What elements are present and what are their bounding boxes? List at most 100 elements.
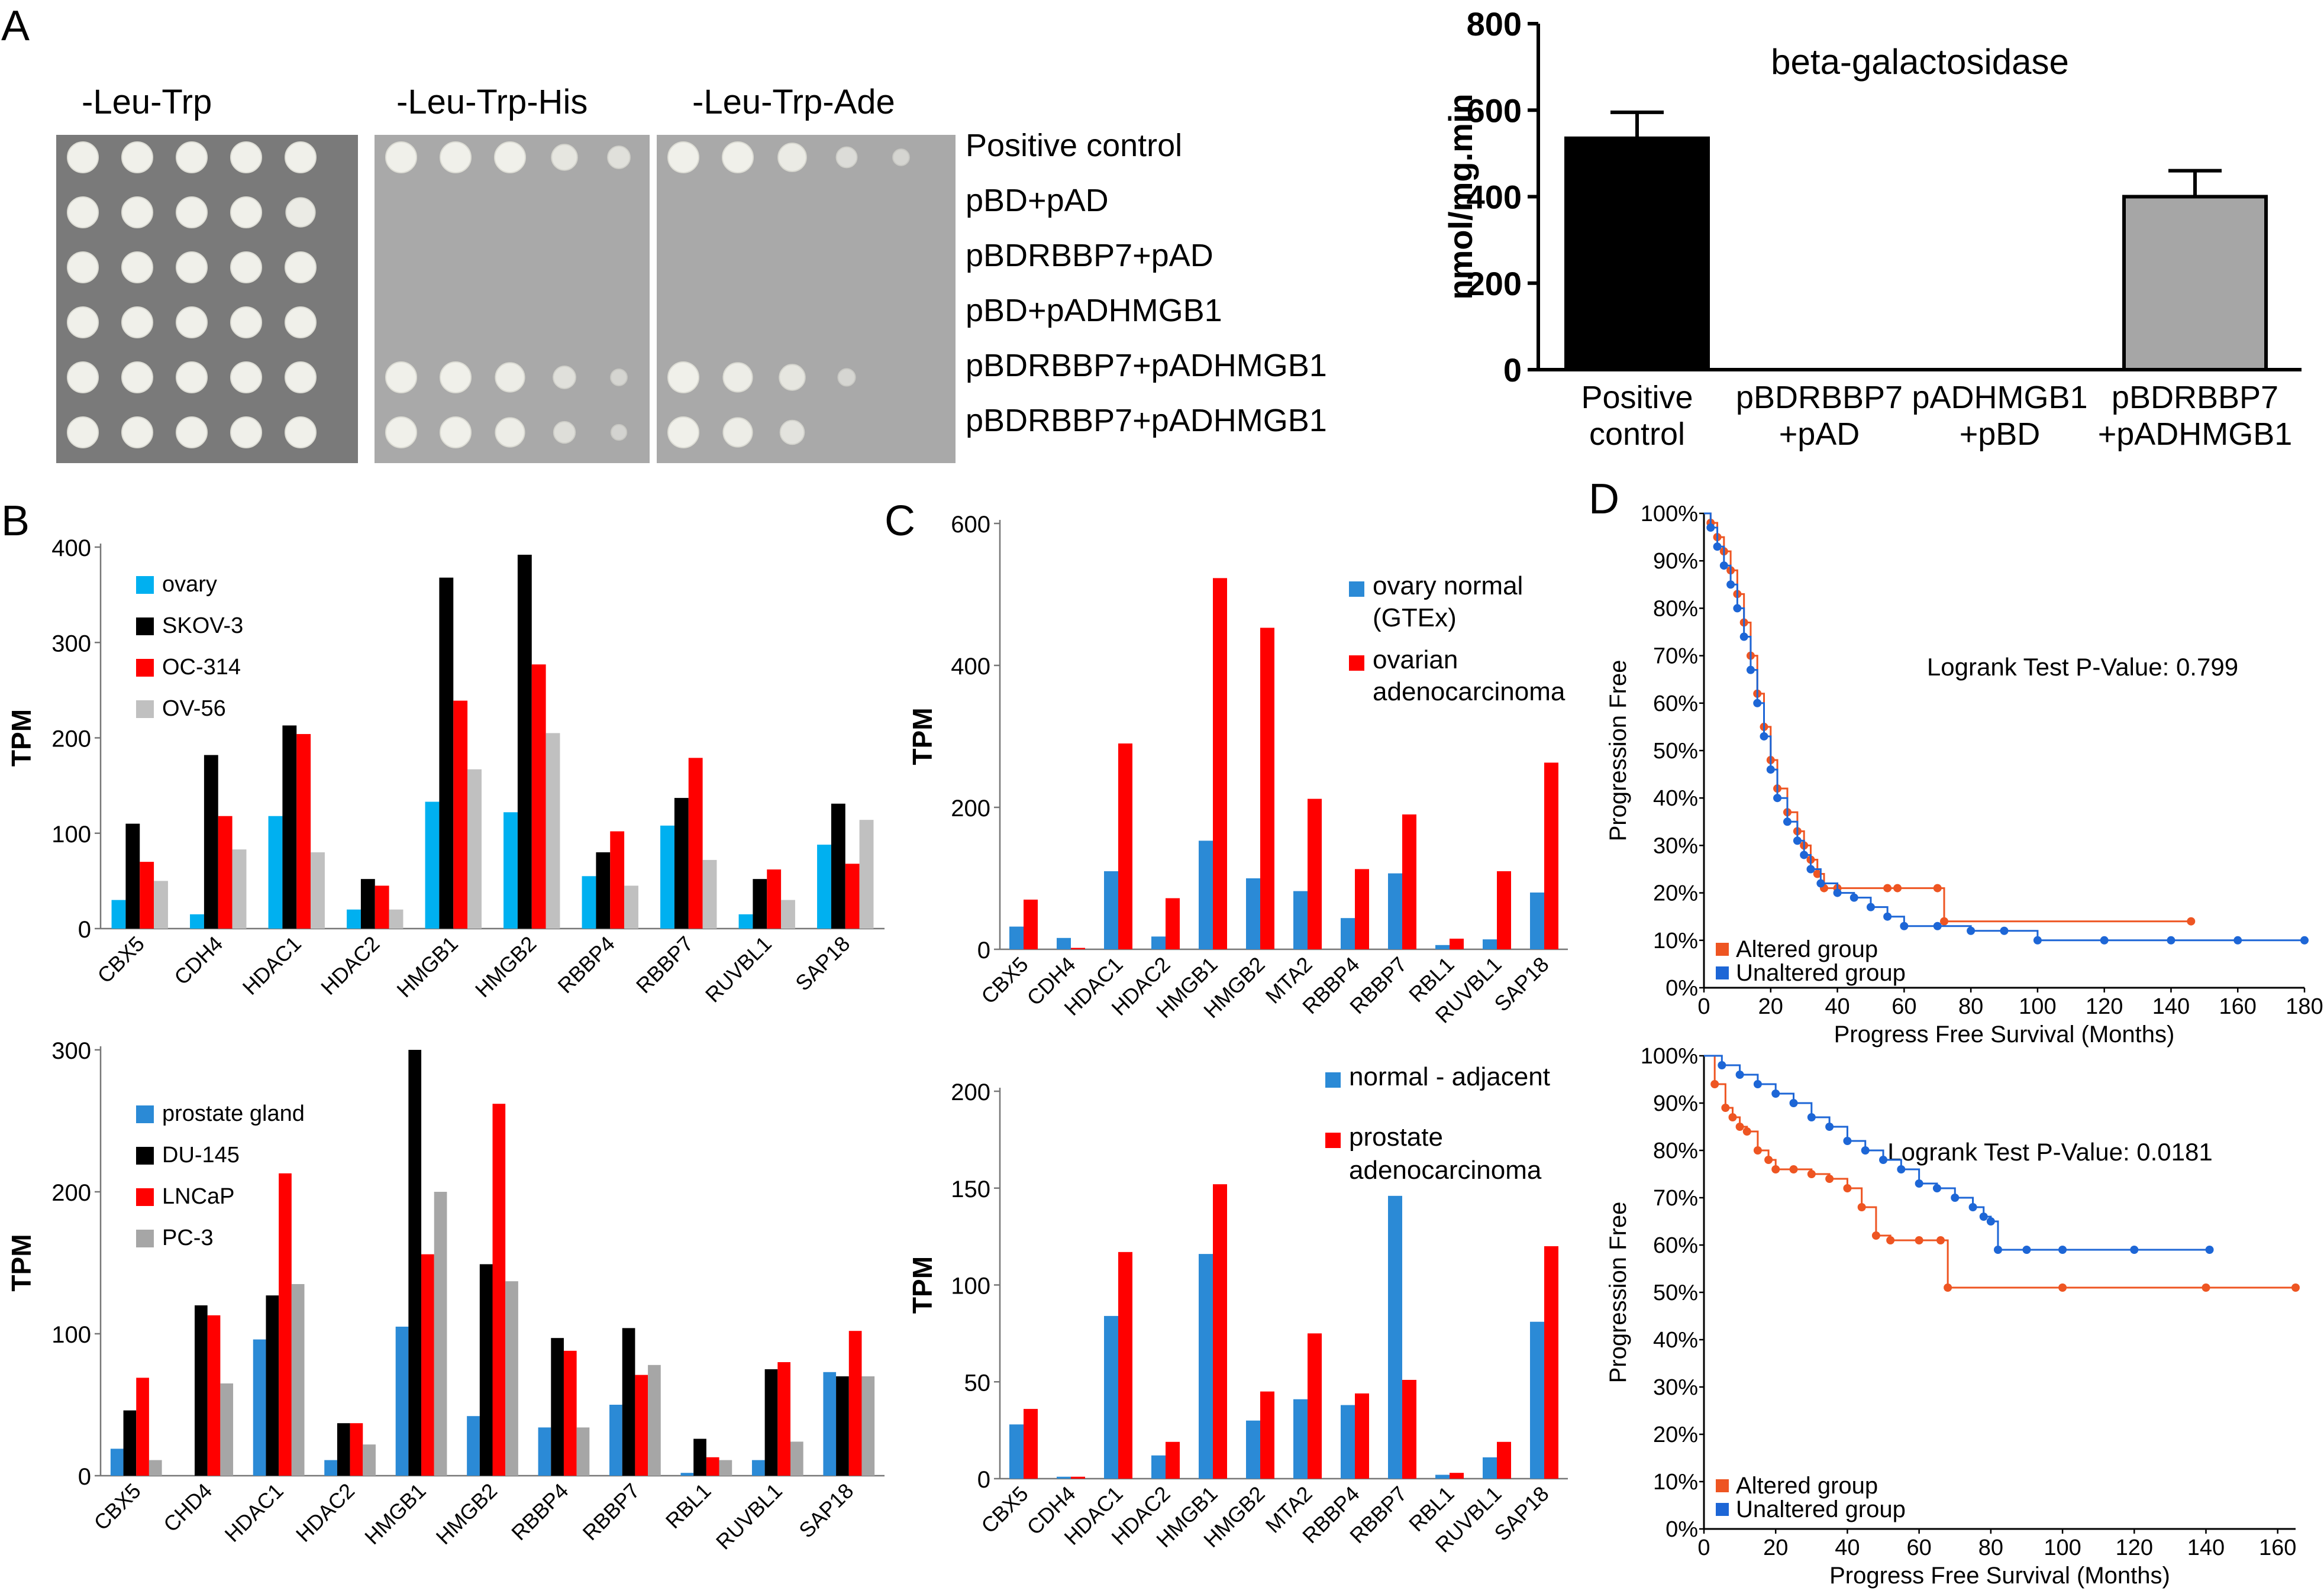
strain-label: pBD+pADHMGB1 [966,293,1222,328]
bar [1544,762,1558,949]
censor-mark [1783,817,1792,826]
bar [622,1328,635,1476]
y-tick-label: 0 [977,937,990,963]
bar [1166,898,1180,949]
yeast-spot [285,251,317,283]
y-tick-label: 70% [1653,1186,1698,1211]
legend-label: Unaltered group [1736,960,1906,986]
bar [425,801,440,929]
bar [1057,937,1071,949]
x-tick-label: +pAD [1779,416,1860,452]
x-tick-label: 100 [2019,994,2056,1019]
yeast-spot [722,417,753,448]
bar [123,1410,137,1476]
bar [1118,743,1132,949]
legend-swatch [1349,581,1364,597]
censor-mark [1849,893,1858,902]
y-axis-label: Progression Free [1605,1202,1631,1383]
bar [1199,1254,1213,1479]
strain-label: pBDRBBP7+pADHMGB1 [966,348,1327,383]
y-tick-label: 10% [1653,929,1698,953]
bar [1435,1475,1450,1479]
bar [1246,878,1260,949]
censor-mark [1766,765,1775,774]
y-tick-label: 100% [1641,1044,1698,1069]
censor-mark [1857,1203,1866,1211]
censor-mark [1951,1194,1960,1202]
bar [1544,1246,1558,1479]
bar [350,1423,363,1476]
bar [609,1405,622,1476]
censor-mark [1879,1156,1888,1164]
x-tick-label: 20 [1763,1535,1788,1560]
censor-mark [1771,1089,1780,1098]
x-tick-label: 160 [2259,1535,2296,1560]
x-tick-label: 160 [2219,994,2257,1019]
bar [453,700,468,929]
bar [1009,1424,1024,1479]
bar [674,798,689,929]
y-tick-label: 40% [1653,1328,1698,1353]
censor-mark [1900,922,1909,930]
bar [2122,195,2268,371]
yeast-spot [667,361,699,393]
x-tick-label: CBX5 [89,1479,145,1535]
y-tick-label: 100 [51,1322,91,1348]
x-tick-label: HDAC1 [238,932,306,1000]
agar-plate [375,135,650,463]
bar [517,554,532,929]
x-axis-label: Progress Free Survival (Months) [1829,1563,2170,1589]
bar [1483,939,1497,949]
yeast-spot [385,416,417,448]
bar [848,1331,862,1476]
x-tick-label: SAP18 [794,1479,858,1543]
yeast-spot [121,361,153,393]
x-tick-label: 180 [2286,994,2323,1019]
yeast-spot [779,419,805,445]
legend-label: (GTEx) [1373,603,1457,632]
yeast-spot [892,148,910,166]
yeast-spot [667,416,699,448]
bar [1497,871,1511,949]
bar [1530,893,1544,949]
x-axis-label: Progress Free Survival (Months) [1834,1021,2175,1047]
x-tick-label: Positive [1581,380,1693,415]
y-tick-label: 30% [1653,1375,1698,1400]
yeast-spot [385,141,417,173]
legend-swatch [1716,966,1729,979]
bar [1213,578,1227,949]
x-tick-label: HDAC2 [316,932,384,1000]
bar [596,852,611,929]
legend-label: Altered group [1736,936,1878,962]
bar [1435,945,1450,949]
bar [1118,1252,1132,1479]
censor-mark [1773,794,1782,803]
censor-mark [1789,1165,1798,1173]
legend-swatch [1716,1479,1729,1492]
bar [207,1315,221,1476]
censor-mark [1915,1179,1923,1188]
bar [1057,1476,1071,1479]
x-tick-label: CHD4 [159,1479,217,1537]
strain-label: pBD+pAD [966,183,1109,218]
x-tick-label: 20 [1758,994,1783,1019]
y-tick-label: 150 [951,1176,990,1202]
x-tick-label: HMGB2 [431,1479,502,1550]
legend-label: PC-3 [162,1226,214,1250]
legend-label: LNCaP [162,1184,235,1209]
censor-mark [1806,865,1815,874]
censor-mark [1719,561,1728,570]
legend-swatch [136,1105,154,1123]
bar [1293,891,1308,949]
y-tick-label: 20% [1653,1422,1698,1447]
y-tick-label: 200 [951,796,990,822]
censor-mark [2205,1246,2214,1254]
y-axis-label: TPM [907,1256,938,1314]
legend-label: ovary normal [1373,571,1523,600]
yeast-spot [385,361,417,393]
y-tick-label: 800 [1467,5,1522,43]
yeast-spot [495,362,525,393]
medium-label-1: -Leu-Trp [82,83,212,121]
yeast-spot [230,306,262,338]
yeast-spot [67,306,99,338]
